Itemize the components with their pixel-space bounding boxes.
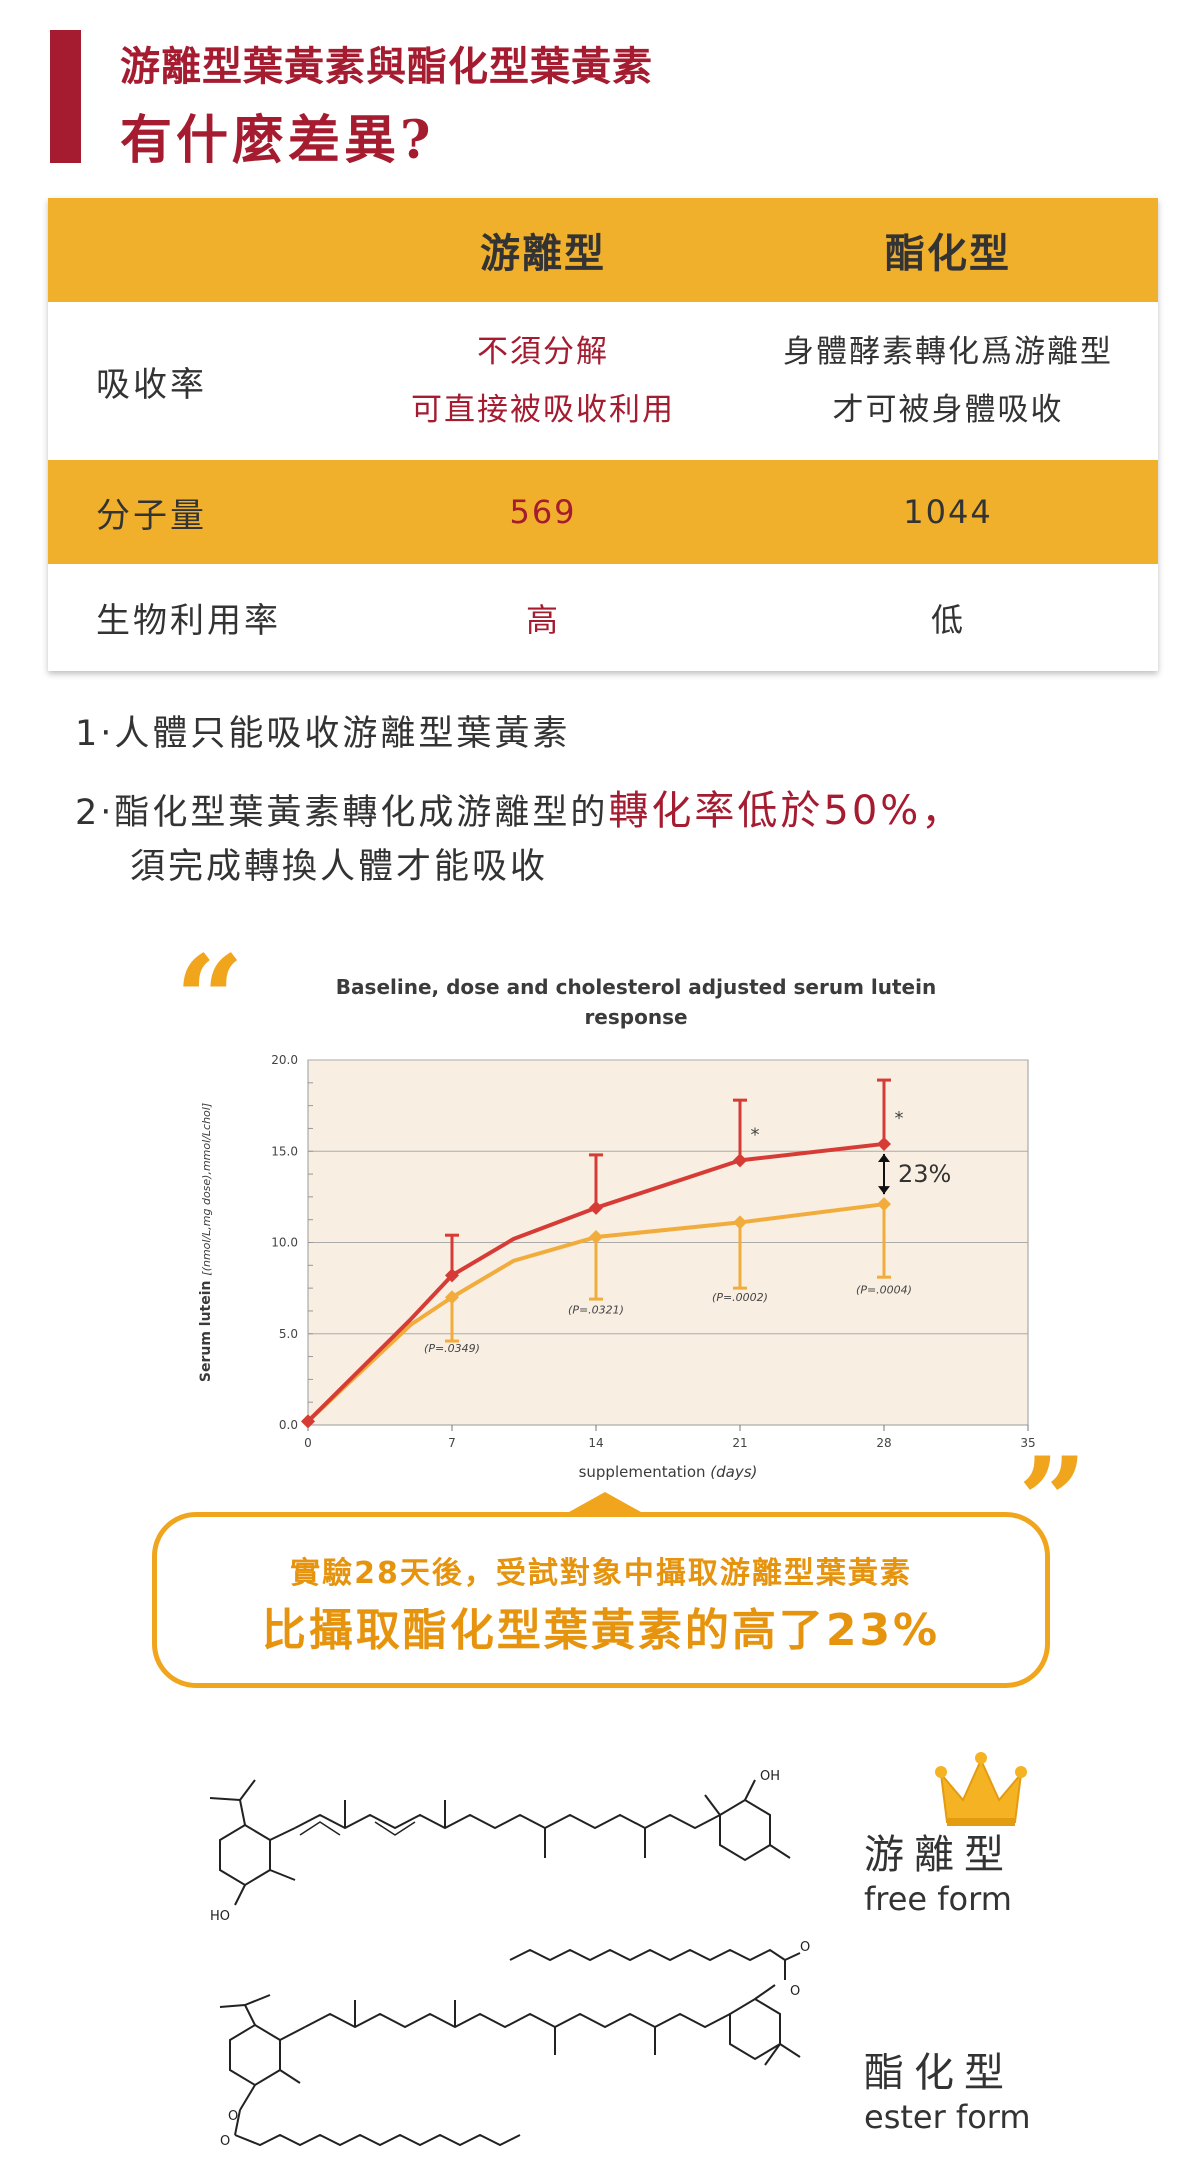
column-header-ester: 酯化型 <box>885 231 1011 277</box>
svg-text:O: O <box>800 1940 810 1955</box>
page-title-line1: 游離型葉黃素與酯化型葉黃素 <box>120 43 653 90</box>
callout-pointer <box>560 1492 650 1517</box>
significance-star: * <box>751 1124 760 1145</box>
svg-text:O: O <box>790 1984 800 1999</box>
x-tick-label: 0 <box>304 1436 312 1450</box>
p-value-label: (P=.0004) <box>856 1284 912 1297</box>
cell-ester: 1044 <box>903 493 993 531</box>
cell-ester: 低 <box>930 600 965 639</box>
callout-line1: 實驗28天後，受試對象中攝取游離型葉黃素 <box>290 1556 912 1591</box>
free-form-label-en: free form <box>864 1880 1012 1918</box>
title-accent-bar <box>50 30 81 163</box>
p-value-label: (P=.0321) <box>568 1304 624 1317</box>
row-label: 分子量 <box>96 495 207 536</box>
cell-free: 高 <box>525 600 560 639</box>
data-point <box>877 1136 891 1151</box>
svg-text:HO: HO <box>210 1909 230 1924</box>
y-tick-label: 10.0 <box>271 1236 298 1250</box>
row-label: 吸收率 <box>96 364 207 405</box>
table-row-bioavailability: 生物利用率 高 低 <box>48 564 1158 671</box>
cell-free: 不須分解 可直接被吸收利用 <box>411 334 675 428</box>
note-1: 1‧人體只能吸收游離型葉黃素 <box>75 714 571 754</box>
data-point <box>733 1215 747 1230</box>
table-row-absorption: 吸收率 不須分解 可直接被吸收利用 身體酵素轉化爲游離型 才可被身體吸收 <box>48 302 1158 460</box>
ester-lutein-structure: O O O O <box>219 1940 810 2149</box>
p-value-label: (P=.0349) <box>424 1342 480 1355</box>
free-lutein-structure: OH HO <box>209 1769 791 1924</box>
cell-ester: 身體酵素轉化爲游離型 才可被身體吸收 <box>783 334 1113 428</box>
column-header-free: 游離型 <box>480 231 606 277</box>
note-2-highlight: 轉化率低於50%， <box>608 788 965 834</box>
data-point <box>589 1200 603 1215</box>
x-axis-label: supplementation (days) <box>579 1463 758 1481</box>
callout-line2: 比攝取酯化型葉黃素的高了23% <box>261 1605 941 1656</box>
data-point <box>301 1414 315 1429</box>
x-tick-label: 21 <box>732 1436 747 1450</box>
ester-form-label-zh: 酯化型 <box>864 2050 1014 2096</box>
comparison-table: 游離型 酯化型 吸收率 不須分解 可直接被吸收利用 身體酵素轉化爲游離型 才可被… <box>48 198 1158 671</box>
crown-icon <box>935 1752 1027 1826</box>
svg-text:O: O <box>220 2134 230 2149</box>
data-point <box>877 1197 891 1212</box>
x-tick-label: 35 <box>1020 1436 1035 1450</box>
ester-form-label-en: ester form <box>864 2098 1031 2136</box>
y-tick-label: 0.0 <box>279 1418 298 1432</box>
cell-free: 569 <box>509 493 577 531</box>
y-tick-label: 20.0 <box>271 1053 298 1067</box>
y-tick-label: 15.0 <box>271 1144 298 1158</box>
data-point <box>589 1230 603 1245</box>
data-point <box>733 1153 747 1168</box>
arrow-head-down <box>878 1186 890 1195</box>
table-header-row: 游離型 酯化型 <box>48 198 1158 302</box>
arrow-head-up <box>878 1153 890 1162</box>
y-tick-label: 5.0 <box>279 1327 298 1341</box>
y-axis-label: Serum lutein [(nmol/L,mg dose),mmol/Lcho… <box>198 1103 214 1382</box>
p-value-label: (P=.0002) <box>712 1291 768 1304</box>
callout-bubble <box>152 1512 1050 1688</box>
note-2-line2: 須完成轉換人體才能吸收 <box>130 847 549 887</box>
open-quote-icon: “ <box>175 929 245 1070</box>
x-tick-label: 7 <box>448 1436 456 1450</box>
lutein-chart: 0.0 5.0 10.0 15.0 20.0 0 7 14 21 28 35 supplementat… <box>198 1053 1036 1481</box>
page-title-line2: 有什麼差異? <box>120 110 435 171</box>
data-point <box>445 1268 459 1283</box>
difference-label: 23% <box>898 1160 951 1188</box>
free-form-label-zh: 游離型 <box>864 1832 1014 1878</box>
note-2: 2‧酯化型葉黃素轉化成游離型的轉化率低於50%， <box>75 788 965 834</box>
svg-text:OH: OH <box>760 1769 780 1784</box>
table-row-molecular-weight: 分子量 569 1044 <box>48 460 1158 564</box>
significance-star: * <box>895 1108 904 1129</box>
row-label: 生物利用率 <box>96 601 281 641</box>
chart-title: Baseline, dose and cholesterol adjusted … <box>335 975 937 1029</box>
x-tick-label: 14 <box>588 1436 603 1450</box>
svg-text:O: O <box>228 2109 238 2124</box>
x-tick-label: 28 <box>876 1436 891 1450</box>
data-point <box>445 1290 459 1305</box>
